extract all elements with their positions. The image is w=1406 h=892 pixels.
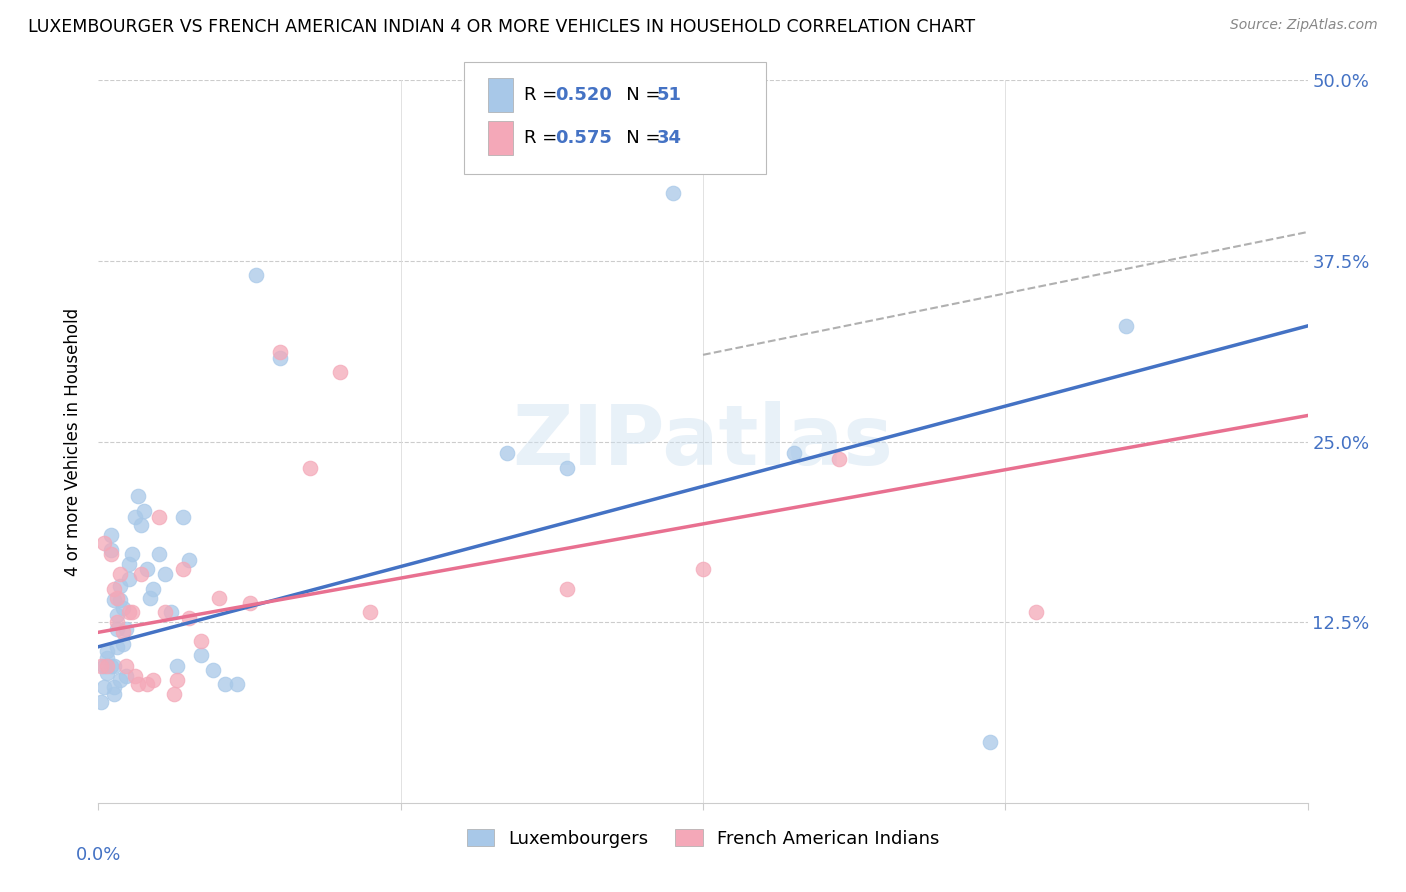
Point xyxy=(202,663,225,677)
Point xyxy=(108,673,131,687)
Point xyxy=(153,605,176,619)
Point xyxy=(93,658,115,673)
Point xyxy=(103,582,125,596)
Point xyxy=(139,591,162,605)
Point xyxy=(163,687,186,701)
Point xyxy=(160,605,183,619)
Point xyxy=(129,567,152,582)
Text: LUXEMBOURGER VS FRENCH AMERICAN INDIAN 4 OR MORE VEHICLES IN HOUSEHOLD CORRELATI: LUXEMBOURGER VS FRENCH AMERICAN INDIAN 4… xyxy=(28,18,976,36)
Text: R =: R = xyxy=(524,87,564,104)
Text: 0.575: 0.575 xyxy=(555,129,612,147)
Point xyxy=(555,460,578,475)
Point xyxy=(142,673,165,687)
Point xyxy=(153,567,176,582)
Point xyxy=(239,596,262,610)
Point xyxy=(103,680,125,694)
Point xyxy=(96,651,118,665)
Point xyxy=(90,658,112,673)
Point xyxy=(692,562,714,576)
Point xyxy=(96,665,118,680)
Text: 51: 51 xyxy=(657,87,682,104)
Point xyxy=(208,591,231,605)
Point xyxy=(124,668,146,682)
Text: 0.520: 0.520 xyxy=(555,87,612,104)
Point xyxy=(148,509,170,524)
Point xyxy=(190,634,212,648)
Point xyxy=(360,605,382,619)
Point xyxy=(90,695,112,709)
Point xyxy=(103,658,125,673)
Point xyxy=(114,623,136,637)
Point xyxy=(1115,318,1137,333)
Point xyxy=(979,735,1001,749)
Point xyxy=(179,611,201,625)
Point xyxy=(96,644,118,658)
Point xyxy=(111,625,134,640)
Point xyxy=(214,677,236,691)
Legend: Luxembourgers, French American Indians: Luxembourgers, French American Indians xyxy=(460,822,946,855)
Point xyxy=(172,509,194,524)
Point xyxy=(132,504,155,518)
Point xyxy=(100,658,122,673)
Text: N =: N = xyxy=(609,129,666,147)
Point xyxy=(108,593,131,607)
Point xyxy=(299,460,322,475)
Point xyxy=(114,668,136,682)
Y-axis label: 4 or more Vehicles in Household: 4 or more Vehicles in Household xyxy=(65,308,83,575)
Point xyxy=(96,658,118,673)
Point xyxy=(661,186,683,200)
Point xyxy=(190,648,212,663)
Point xyxy=(111,600,134,615)
Point xyxy=(166,658,188,673)
Point xyxy=(329,365,352,379)
Point xyxy=(555,582,578,596)
Point xyxy=(93,680,115,694)
Point xyxy=(118,558,141,572)
Point xyxy=(179,553,201,567)
Point xyxy=(783,446,806,460)
Point xyxy=(166,673,188,687)
Text: R =: R = xyxy=(524,129,564,147)
Point xyxy=(172,562,194,576)
Point xyxy=(105,615,128,630)
Point xyxy=(108,579,131,593)
Point xyxy=(828,451,851,466)
Point xyxy=(108,567,131,582)
Point xyxy=(495,446,517,460)
Point xyxy=(129,518,152,533)
Point xyxy=(121,605,143,619)
Point xyxy=(111,637,134,651)
Point xyxy=(100,528,122,542)
Point xyxy=(105,623,128,637)
Point xyxy=(100,542,122,557)
Point xyxy=(103,687,125,701)
Point xyxy=(121,547,143,561)
Point xyxy=(269,345,291,359)
Point xyxy=(105,591,128,605)
Point xyxy=(105,607,128,622)
Point xyxy=(100,547,122,561)
Text: 34: 34 xyxy=(657,129,682,147)
Point xyxy=(93,535,115,549)
Point xyxy=(127,677,149,691)
Point xyxy=(1024,605,1046,619)
Point xyxy=(105,640,128,654)
Point xyxy=(135,677,157,691)
Point xyxy=(142,582,165,596)
Point xyxy=(103,593,125,607)
Point xyxy=(226,677,249,691)
Point xyxy=(135,562,157,576)
Point xyxy=(118,572,141,586)
Point xyxy=(245,268,267,283)
Point xyxy=(269,351,291,365)
Text: N =: N = xyxy=(609,87,666,104)
Point xyxy=(148,547,170,561)
Point xyxy=(118,605,141,619)
Text: ZIPatlas: ZIPatlas xyxy=(513,401,893,482)
Point xyxy=(124,509,146,524)
Text: Source: ZipAtlas.com: Source: ZipAtlas.com xyxy=(1230,18,1378,32)
Point xyxy=(127,490,149,504)
Text: 0.0%: 0.0% xyxy=(76,847,121,864)
Point xyxy=(114,658,136,673)
